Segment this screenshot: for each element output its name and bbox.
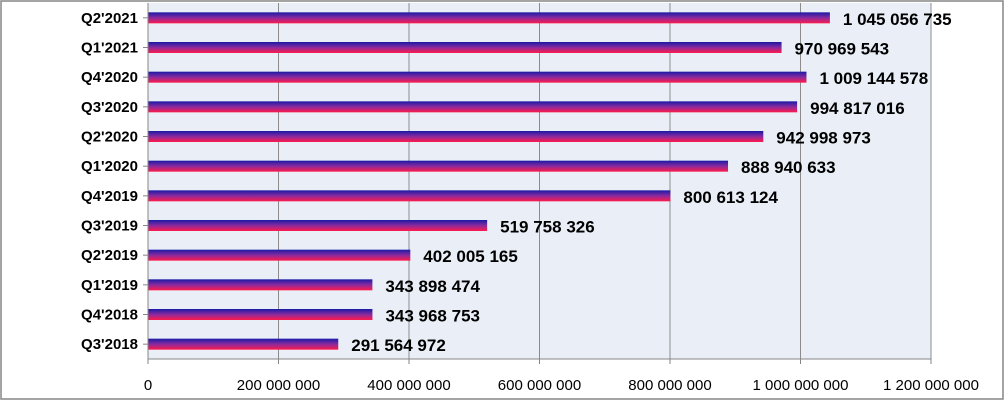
bar xyxy=(148,249,411,261)
data-label: 1 009 144 578 xyxy=(819,69,928,88)
category-label: Q4'2018 xyxy=(81,307,138,324)
category-label: Q2'2021 xyxy=(81,10,138,27)
bar xyxy=(148,42,782,53)
data-label: 942 998 973 xyxy=(776,129,871,148)
bar xyxy=(148,190,671,202)
category-label: Q1'2020 xyxy=(81,158,138,175)
category-label: Q4'2020 xyxy=(81,69,138,86)
category-label: Q2'2020 xyxy=(81,129,138,146)
x-tick-label: 400 000 000 xyxy=(367,377,450,394)
category-label: Q2'2019 xyxy=(81,247,138,264)
bar xyxy=(148,71,807,83)
x-tick-label: 200 000 000 xyxy=(237,377,320,394)
data-label: 1 045 056 735 xyxy=(843,10,952,29)
category-label: Q3'2020 xyxy=(81,99,138,116)
x-tick-label: 1 200 000 000 xyxy=(883,377,979,394)
bar xyxy=(148,309,373,320)
category-labels: Q2'2021 Q1'2021 Q4'2020 Q3'2020 Q2'2020 Q1'20… xyxy=(81,10,148,353)
data-labels: 1 045 056 735 970 969 543 1 009 144 578 994… xyxy=(351,10,951,355)
bar xyxy=(148,12,830,24)
bar xyxy=(148,338,339,350)
x-tick-label: 1 000 000 000 xyxy=(753,377,849,394)
data-label: 994 817 016 xyxy=(810,99,905,118)
x-tick-label: 600 000 000 xyxy=(498,377,581,394)
data-label: 343 898 474 xyxy=(385,277,480,296)
category-label: Q4'2019 xyxy=(81,188,138,205)
data-label: 519 758 326 xyxy=(500,218,595,237)
data-label: 888 940 633 xyxy=(741,158,836,177)
x-tick-label: 800 000 000 xyxy=(628,377,711,394)
bar xyxy=(148,220,488,231)
data-label: 291 564 972 xyxy=(351,336,446,355)
bar xyxy=(148,160,729,172)
bar xyxy=(148,279,373,291)
x-tick-label: 0 xyxy=(144,377,152,394)
x-tick-labels: 0 200 000 000 400 000 000 600 000 000 800 00… xyxy=(144,377,979,394)
category-label: Q3'2019 xyxy=(81,218,138,235)
gridlines xyxy=(147,3,932,364)
data-label: 800 613 124 xyxy=(683,188,778,207)
category-label: Q1'2019 xyxy=(81,277,138,294)
data-label: 402 005 165 xyxy=(423,247,518,266)
category-label: Q1'2021 xyxy=(81,40,138,57)
bars xyxy=(148,12,830,350)
data-label: 343 968 753 xyxy=(385,307,480,326)
bar xyxy=(148,101,798,113)
bar xyxy=(148,131,764,142)
category-label: Q3'2018 xyxy=(81,336,138,353)
data-label: 970 969 543 xyxy=(795,40,890,59)
